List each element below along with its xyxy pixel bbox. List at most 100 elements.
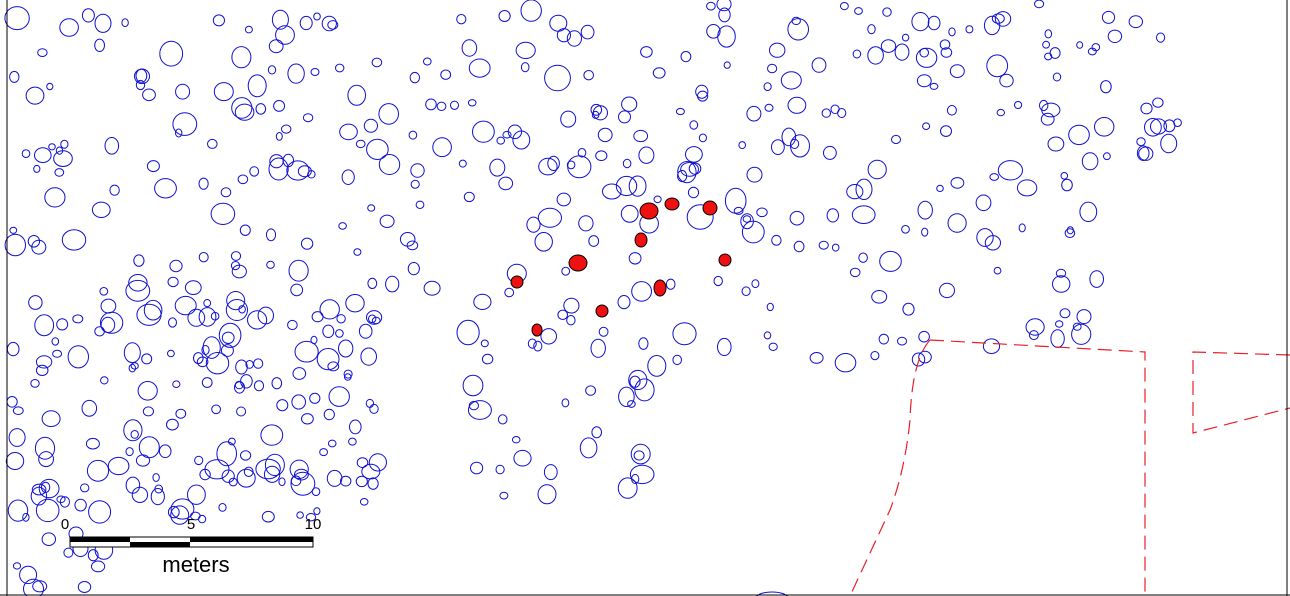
posthole xyxy=(249,166,260,177)
posthole xyxy=(537,484,557,505)
posthole xyxy=(104,137,120,155)
posthole xyxy=(1128,15,1144,29)
posthole xyxy=(123,419,143,442)
posthole xyxy=(1018,223,1026,233)
highlighted-posthole xyxy=(568,254,588,272)
highlighted-posthole xyxy=(595,304,609,318)
posthole xyxy=(37,48,48,57)
posthole xyxy=(1091,43,1101,52)
scale-label: 5 xyxy=(187,516,195,533)
posthole xyxy=(638,146,655,164)
posthole xyxy=(234,103,255,121)
posthole xyxy=(498,10,511,22)
posthole xyxy=(41,532,56,547)
posthole xyxy=(281,124,292,134)
posthole xyxy=(230,251,242,261)
posthole xyxy=(290,471,316,496)
posthole xyxy=(733,206,744,215)
posthole xyxy=(54,168,65,177)
posthole xyxy=(415,200,425,210)
posthole xyxy=(294,468,309,481)
posthole xyxy=(846,184,864,200)
posthole xyxy=(996,108,1005,117)
posthole xyxy=(982,338,1001,355)
posthole xyxy=(1103,152,1111,161)
posthole xyxy=(143,299,163,321)
posthole xyxy=(268,157,289,181)
posthole xyxy=(399,232,416,247)
highlighted-posthole xyxy=(634,232,648,248)
posthole xyxy=(366,138,389,160)
posthole xyxy=(128,274,148,292)
scale-label: 10 xyxy=(305,516,322,533)
posthole xyxy=(236,468,256,488)
posthole xyxy=(286,160,310,181)
posthole xyxy=(1055,320,1064,328)
posthole xyxy=(319,299,340,320)
posthole xyxy=(170,498,195,520)
posthole xyxy=(653,195,662,204)
posthole xyxy=(231,46,252,69)
posthole xyxy=(918,330,930,343)
posthole xyxy=(697,90,709,102)
posthole xyxy=(590,338,606,358)
posthole xyxy=(543,464,558,481)
posthole xyxy=(763,331,772,340)
posthole xyxy=(291,394,307,410)
posthole xyxy=(221,469,235,483)
posthole xyxy=(965,25,974,34)
posthole xyxy=(267,65,277,75)
posthole xyxy=(851,205,876,224)
trench-outline xyxy=(1192,351,1290,434)
posthole xyxy=(867,46,884,65)
posthole xyxy=(167,349,175,358)
posthole xyxy=(793,240,805,253)
posthole xyxy=(680,162,699,177)
posthole xyxy=(368,314,377,324)
posthole xyxy=(210,311,220,321)
posthole xyxy=(1039,99,1049,112)
posthole xyxy=(133,254,145,267)
posthole xyxy=(652,67,666,79)
posthole xyxy=(91,560,106,573)
posthole xyxy=(946,105,957,116)
posthole xyxy=(672,322,697,346)
posthole xyxy=(677,169,688,183)
posthole xyxy=(218,503,227,512)
posthole xyxy=(12,406,24,416)
posthole xyxy=(130,430,139,439)
posthole xyxy=(253,358,264,369)
highlighted-posthole xyxy=(653,279,667,297)
posthole xyxy=(498,176,514,191)
posthole xyxy=(276,399,289,412)
posthole xyxy=(327,20,339,30)
posthole xyxy=(31,483,47,496)
posthole xyxy=(1049,47,1061,59)
posthole xyxy=(77,581,92,593)
posthole xyxy=(408,130,418,140)
posthole xyxy=(634,378,655,402)
posthole xyxy=(939,39,951,50)
posthole xyxy=(738,141,747,150)
posthole xyxy=(929,82,939,90)
posthole xyxy=(226,291,246,311)
posthole xyxy=(423,280,441,296)
posthole xyxy=(172,380,181,389)
posthole xyxy=(741,220,765,244)
posthole xyxy=(61,229,87,251)
scale-unit: meters xyxy=(162,552,229,577)
posthole xyxy=(826,208,839,223)
posthole xyxy=(371,57,383,68)
posthole xyxy=(138,436,160,459)
posthole xyxy=(520,62,530,73)
scale-segment xyxy=(190,537,313,542)
posthole xyxy=(305,513,317,522)
posthole xyxy=(936,184,944,192)
posthole xyxy=(410,179,420,189)
posthole xyxy=(771,234,782,246)
posthole xyxy=(22,512,30,522)
posthole xyxy=(323,408,335,421)
posthole xyxy=(950,177,965,189)
posthole xyxy=(598,326,609,337)
posthole xyxy=(261,510,275,523)
